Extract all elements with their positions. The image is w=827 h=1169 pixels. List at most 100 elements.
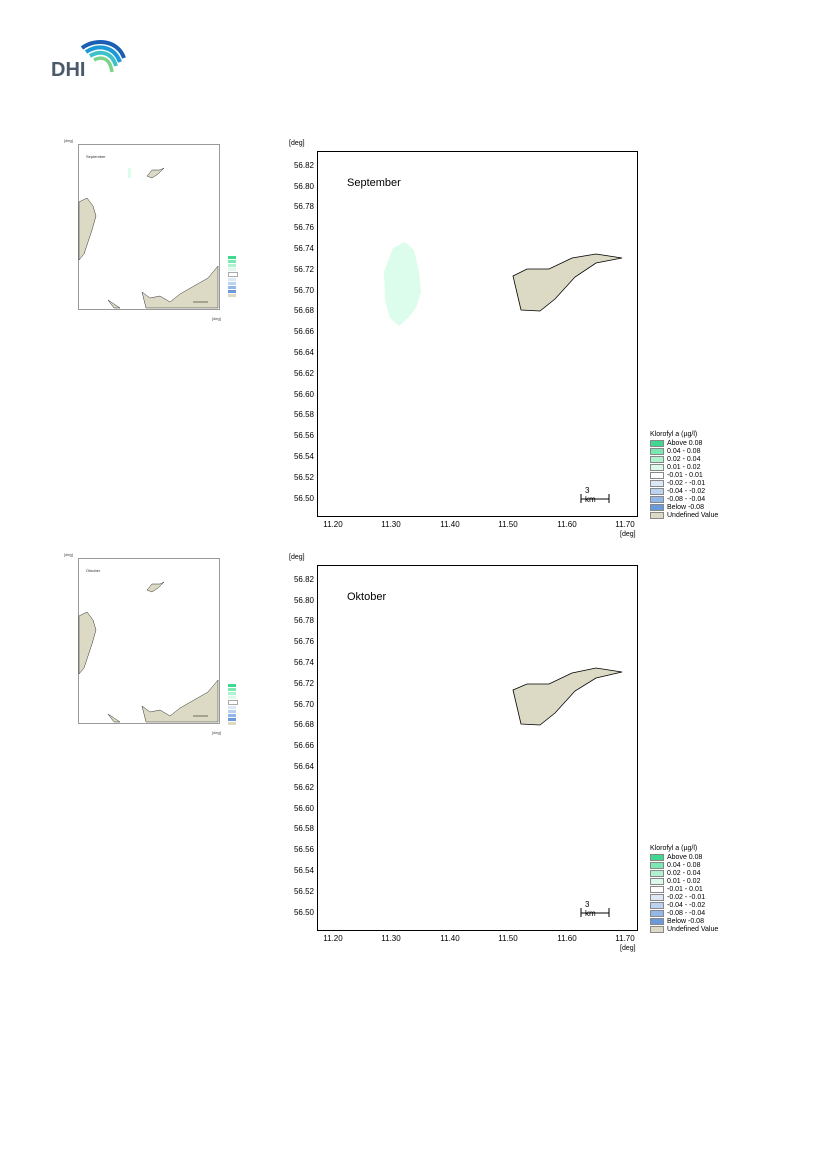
month-label: September	[347, 177, 401, 189]
y-tick-label: 56.82	[293, 575, 314, 584]
legend-swatch	[650, 886, 664, 893]
legend-label: 0.02 - 0.04	[667, 456, 701, 463]
legend-swatch	[650, 496, 664, 503]
y-tick-label: 56.74	[293, 244, 314, 253]
legend-label: Below -0.08	[667, 918, 704, 925]
legend-swatch	[650, 448, 664, 455]
legend-label: -0.04 - -0.02	[667, 902, 706, 909]
legend-swatch	[650, 910, 664, 917]
legend-label: 0.01 - 0.02	[667, 464, 701, 471]
scalebar-label: 3 km	[585, 900, 596, 918]
thumb-legend-swatch	[228, 294, 236, 297]
y-axis-unit: [deg]	[289, 140, 305, 147]
thumb-x-unit: [deg]	[212, 316, 221, 321]
legend-swatch	[650, 456, 664, 463]
thumb-map	[78, 581, 219, 723]
legend: Above 0.08 0.04 - 0.08 0.02 - 0.04 0.01 …	[650, 854, 730, 936]
thumb-legend-swatch	[228, 264, 236, 267]
y-tick-label: 56.66	[293, 741, 314, 750]
y-tick-label: 56.62	[293, 369, 314, 378]
scalebar-label: 3 km	[585, 486, 596, 504]
overview-thumbnail-oktober: [deg] Oktober [deg]	[62, 552, 272, 752]
thumb-legend-swatch	[228, 718, 236, 721]
thumb-map	[78, 167, 219, 309]
thumb-island	[146, 581, 165, 593]
x-axis-unit: [deg]	[620, 531, 636, 538]
y-tick-label: 56.80	[293, 596, 314, 605]
legend-label: Below -0.08	[667, 504, 704, 511]
y-tick-label: 56.78	[293, 616, 314, 625]
x-tick-label: 11.50	[498, 934, 518, 943]
plot-frame	[317, 565, 638, 931]
y-tick-label: 56.50	[293, 494, 314, 503]
legend-swatch	[650, 488, 664, 495]
thumb-islet	[107, 299, 121, 309]
y-tick-label: 56.64	[293, 348, 314, 357]
y-tick-label: 56.68	[293, 720, 314, 729]
thumb-legend	[228, 684, 268, 730]
y-tick-label: 56.80	[293, 182, 314, 191]
y-tick-label: 56.60	[293, 804, 314, 813]
x-tick-label: 11.70	[615, 520, 635, 529]
x-tick-label: 11.40	[440, 520, 460, 529]
legend: Above 0.08 0.04 - 0.08 0.02 - 0.04 0.01 …	[650, 440, 730, 522]
thumb-x-unit: [deg]	[212, 730, 221, 735]
y-tick-label: 56.66	[293, 327, 314, 336]
legend-swatch	[650, 862, 664, 869]
x-tick-label: 11.70	[615, 934, 635, 943]
legend-label: Undefined Value	[667, 926, 719, 933]
thumb-legend-swatch	[228, 290, 236, 293]
y-tick-label: 56.76	[293, 223, 314, 232]
thumb-legend-swatch	[228, 700, 238, 705]
legend-swatch	[650, 870, 664, 877]
y-tick-label: 56.76	[293, 637, 314, 646]
thumb-legend-swatch	[228, 282, 236, 285]
legend-title: Klorofyl a (µg/l)	[650, 431, 698, 438]
x-tick-label: 11.30	[381, 520, 401, 529]
y-tick-label: 56.54	[293, 866, 314, 875]
x-tick-label: 11.20	[323, 520, 343, 529]
legend-swatch	[650, 926, 664, 933]
legend-label: -0.04 - -0.02	[667, 488, 706, 495]
x-tick-label: 11.60	[557, 934, 577, 943]
thumb-legend-swatch	[228, 278, 236, 281]
thumb-month-label: Oktober	[86, 568, 101, 573]
legend-label: 0.02 - 0.04	[667, 870, 701, 877]
y-tick-label: 56.52	[293, 473, 314, 482]
thumb-y-unit: [deg]	[64, 552, 73, 557]
thumb-frame	[78, 144, 220, 310]
y-tick-label: 56.56	[293, 431, 314, 440]
thumb-y-unit: [deg]	[64, 138, 73, 143]
y-tick-label: 56.50	[293, 908, 314, 917]
legend-label: 0.04 - 0.08	[667, 448, 701, 455]
legend-label: -0.02 - -0.01	[667, 894, 706, 901]
thumb-legend-swatch	[228, 256, 236, 259]
legend-swatch	[650, 504, 664, 511]
thumb-coast-south	[141, 679, 219, 723]
legend-label: Above 0.08	[667, 854, 703, 861]
legend-label: 0.04 - 0.08	[667, 862, 701, 869]
thumb-coast-south	[141, 265, 219, 309]
thumb-legend-swatch	[228, 272, 238, 277]
legend-label: Above 0.08	[667, 440, 703, 447]
thumb-legend-swatch	[228, 260, 236, 263]
y-tick-label: 56.70	[293, 700, 314, 709]
legend-swatch	[650, 440, 664, 447]
legend-swatch	[650, 918, 664, 925]
thumb-legend-swatch	[228, 688, 236, 691]
month-label: Oktober	[347, 591, 387, 603]
y-tick-label: 56.70	[293, 286, 314, 295]
y-tick-label: 56.58	[293, 824, 314, 833]
x-tick-label: 11.30	[381, 934, 401, 943]
thumb-legend-swatch	[228, 714, 236, 717]
legend-swatch	[650, 902, 664, 909]
x-tick-label: 11.20	[323, 934, 343, 943]
legend-label: -0.08 - -0.04	[667, 910, 706, 917]
legend-label: Undefined Value	[667, 512, 719, 519]
legend-swatch	[650, 464, 664, 471]
thumb-legend-swatch	[228, 286, 236, 289]
y-tick-label: 56.82	[293, 161, 314, 170]
thumb-month-label: September	[86, 154, 106, 159]
thumb-anomaly-patch	[128, 168, 131, 178]
dhi-logo: DHI	[50, 38, 130, 82]
